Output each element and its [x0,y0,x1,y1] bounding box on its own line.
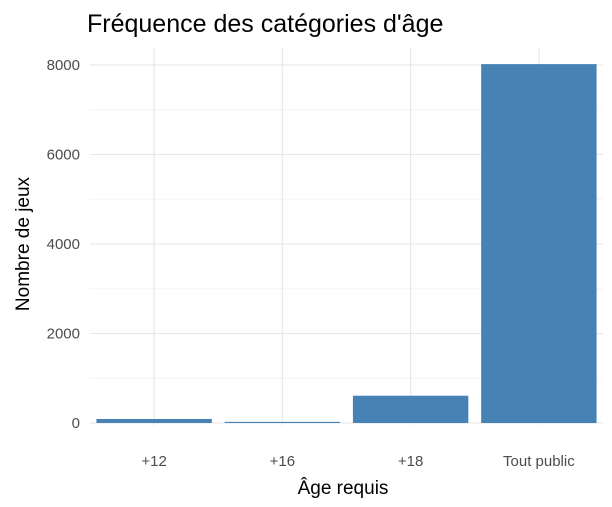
bar [352,395,469,423]
x-axis-title: Âge requis [298,477,389,499]
bars [96,64,597,423]
x-tick-label: +16 [270,453,295,470]
bar [224,421,341,423]
x-tick-label: Tout public [503,453,575,470]
y-tick-label: 8000 [47,57,80,74]
x-tick-label: +18 [398,453,423,470]
y-axis-ticks: 0 2000 4000 6000 8000 [47,57,80,432]
x-tick-label: +12 [141,453,166,470]
bar [481,64,597,423]
y-tick-label: 6000 [47,147,80,164]
y-tick-label: 0 [72,415,80,432]
chart-title: Fréquence des catégories d'âge [87,10,443,38]
y-tick-label: 2000 [47,326,80,343]
y-tick-label: 4000 [47,236,80,253]
y-axis-title: Nombre de jeux [13,176,34,311]
bar [96,418,212,423]
x-axis-ticks: +12 +16 +18 Tout public [141,453,575,470]
